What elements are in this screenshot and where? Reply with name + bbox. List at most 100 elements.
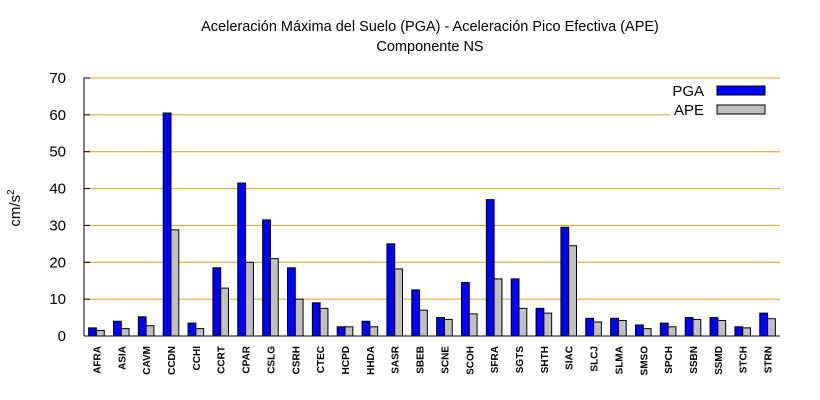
legend-swatch-ape [716,104,766,115]
x-tick-label: SFRA [490,346,501,373]
bar-ape-slma [617,320,627,337]
bar-pga-sasr [386,243,396,337]
bar-pga-spch [659,322,669,337]
bar-pga-csrh [286,267,296,337]
bar-ape-siac [568,245,578,337]
bar-ape-scoh [468,313,478,337]
bar-pga-cavm [137,316,147,337]
bar-pga-shth [535,307,545,337]
bar-pga-ssbn [684,317,694,337]
legend-label-ape: APE [674,102,704,119]
y-tick-label: 10 [49,291,66,308]
x-tick-label: SSBN [689,346,700,374]
bar-pga-scoh [460,282,470,337]
x-tick-label: SMSO [639,346,650,376]
x-tick-label: CCHI [192,346,203,371]
legend-swatch-pga [716,85,766,96]
bar-ape-asia [120,328,130,337]
y-tick-label: 0 [58,328,66,345]
y-tick-label: 60 [49,107,66,124]
bar-pga-sbeb [411,289,421,337]
bar-pga-hhda [361,320,371,337]
x-tick-label: STRN [764,346,775,373]
y-axis-label-unit: cm/s [7,195,24,227]
x-tick-label: SCOH [465,346,476,375]
bar-pga-ctec [311,302,321,337]
x-tick-label: CCDN [167,346,178,375]
bar-ape-hcpd [344,326,354,337]
bar-ape-cslg [269,258,279,337]
bar-ape-smso [642,328,652,337]
x-tick-label: CTEC [316,346,327,373]
bar-ape-hhda [369,326,379,337]
bar-ape-sfra [493,278,503,337]
y-axis-label-exponent: 2 [6,189,17,195]
bar-pga-ccrt [212,267,222,337]
x-tick-label: SGTS [515,346,526,374]
bar-ape-ssbn [692,318,702,337]
y-tick-label: 70 [49,70,66,87]
x-tick-label: SSMD [714,346,725,375]
bar-ape-ccdn [170,229,180,337]
x-tick-label: HCPD [341,346,352,374]
x-tick-label: SPCH [664,346,675,374]
bar-ape-cpar [245,261,254,337]
bar-ape-spch [667,326,677,337]
x-tick-label: CAVM [142,346,153,375]
y-axis-label: cm/s2 [6,189,24,227]
bar-ape-ccrt [220,287,230,337]
x-tick-label: SBEB [416,346,427,374]
bar-ape-sasr [394,268,404,337]
bar-ape-ctec [319,307,329,337]
y-tick-label: 40 [49,181,66,198]
bar-pga-stch [734,326,744,337]
bars [88,112,776,337]
chart-subtitle: Componente NS [376,39,483,55]
grid-lines [84,77,780,300]
x-tick-labels: AFRA ASIA CAVM CCDN CCHI CCRT CPAR CSLG CSRH CTEC… [92,345,774,375]
bar-pga-slma [610,317,619,337]
bar-ape-cavm [145,325,155,337]
axes [83,77,780,337]
bar-ape-sgts [518,307,528,337]
bar-pga-cchi [187,322,197,337]
bar-ape-csrh [294,298,304,337]
bar-pga-scne [436,317,445,337]
bar-ape-afra [95,329,105,337]
bar-pga-ssmd [709,317,719,337]
bar-ape-ssmd [717,320,727,337]
bar-ape-shth [543,312,553,337]
x-tick-label: SCNE [440,346,451,374]
x-tick-label: CSRH [291,346,302,374]
bar-pga-sgts [510,278,520,337]
x-tick-label: SIAC [565,346,576,370]
bar-pga-afra [88,327,97,337]
bar-pga-hcpd [336,326,346,337]
bar-pga-cslg [262,219,271,337]
x-tick-label: CCRT [217,346,228,374]
y-tick-labels: 0 10 20 30 40 50 60 70 [49,70,66,345]
bar-pga-smso [634,324,644,337]
x-tick-label: CSLG [266,346,277,374]
x-tick-label: HHDA [366,346,377,375]
bar-ape-cchi [195,328,205,337]
bar-ape-sbeb [419,309,428,337]
bar-pga-strn [759,312,769,337]
y-tick-label: 20 [49,254,66,271]
bar-pga-siac [560,226,570,337]
bar-ape-scne [443,318,453,337]
bar-pga-ccdn [162,112,172,337]
bar-pga-cpar [237,182,247,337]
x-tick-label: STCH [739,346,750,373]
bar-pga-asia [112,320,122,337]
x-tick-label: ASIA [117,346,128,370]
bar-ape-stch [742,327,752,337]
chart-title: Aceleración Máxima del Suelo (PGA) - Ace… [201,19,659,35]
bar-ape-slcj [593,321,602,337]
x-tick-label: SLMA [614,346,625,374]
bar-ape-strn [767,318,776,337]
x-tick-label: SASR [391,345,402,374]
bar-pga-slcj [585,317,595,337]
